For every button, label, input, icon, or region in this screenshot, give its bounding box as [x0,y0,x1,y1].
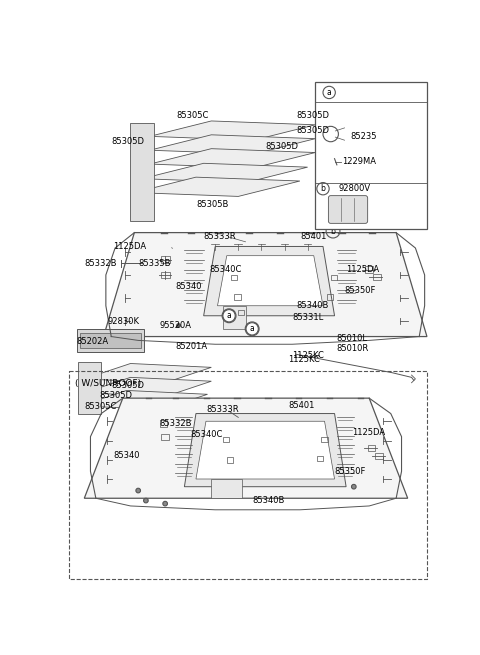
Bar [234,294,240,299]
Bar [315,83,427,229]
Text: 85305D: 85305D [296,126,329,136]
Bar [375,453,383,459]
Text: 1125KC: 1125KC [288,355,320,364]
Polygon shape [223,306,246,329]
Bar [317,456,323,461]
Text: 85305C: 85305C [84,402,117,411]
Text: 92800V: 92800V [338,184,371,193]
Polygon shape [134,177,300,196]
Bar [365,267,373,272]
Polygon shape [81,390,207,409]
Polygon shape [77,329,144,352]
Bar [331,275,337,280]
Text: 85305B: 85305B [196,200,228,208]
Bar [161,434,169,440]
Polygon shape [84,377,211,397]
Text: 1229MA: 1229MA [342,157,376,166]
Text: 85350F: 85350F [345,286,376,295]
Polygon shape [150,135,315,154]
Text: 92830K: 92830K [108,316,139,326]
Text: 85305C: 85305C [177,111,209,120]
Circle shape [246,323,258,335]
Polygon shape [78,362,101,413]
Text: 85340: 85340 [114,451,140,460]
Text: a: a [327,88,332,97]
Text: 85340C: 85340C [209,265,241,274]
Text: 85332B: 85332B [84,259,117,268]
Text: 85350F: 85350F [335,467,366,476]
Bar [327,294,333,299]
Bar [227,457,233,463]
Text: 85401: 85401 [300,232,326,241]
Circle shape [351,485,356,489]
Text: 1125DA: 1125DA [352,428,385,438]
Text: 85340: 85340 [175,282,202,291]
Polygon shape [184,413,346,487]
Circle shape [163,501,168,506]
Text: 95520A: 95520A [160,320,192,329]
Text: 1125DA: 1125DA [114,242,147,251]
Text: 85401: 85401 [288,402,315,410]
Bar [160,272,170,278]
Text: 1125KC: 1125KC [292,351,324,360]
Polygon shape [104,233,427,337]
Polygon shape [150,149,315,168]
Text: 1125DA: 1125DA [346,265,379,274]
Circle shape [144,498,148,503]
Circle shape [136,488,141,493]
Text: a: a [250,324,254,333]
Polygon shape [211,479,242,498]
Polygon shape [196,421,335,479]
Bar [160,257,170,263]
Circle shape [223,310,235,322]
Polygon shape [204,246,335,316]
Polygon shape [217,255,323,306]
Bar [238,310,244,315]
Bar [368,445,375,451]
FancyBboxPatch shape [328,196,368,223]
Text: 85305D: 85305D [111,381,144,390]
Bar [223,437,229,442]
Text: 85335B: 85335B [138,259,171,268]
Bar [160,421,168,426]
Text: 85331L: 85331L [292,313,324,322]
Polygon shape [84,398,408,498]
Bar [373,274,381,280]
Polygon shape [84,364,211,383]
Polygon shape [150,121,315,140]
Text: 85201A: 85201A [175,342,207,351]
Text: 85305D: 85305D [265,142,298,151]
Text: 85010L: 85010L [337,334,368,343]
Bar [322,437,328,442]
Text: 85235: 85235 [350,132,376,141]
Bar [230,275,237,280]
Text: 85305D: 85305D [100,391,132,400]
Text: 85333R: 85333R [204,232,236,241]
Text: 85340B: 85340B [296,301,328,310]
Text: ( W/SUNROOF): ( W/SUNROOF) [75,379,141,388]
Text: b: b [321,184,325,193]
Polygon shape [142,163,308,183]
Text: 85010R: 85010R [337,344,369,352]
Text: 85305D: 85305D [296,111,329,120]
Text: 85305D: 85305D [111,138,144,146]
Text: 85340B: 85340B [252,496,285,505]
Text: 85332B: 85332B [160,419,192,428]
Polygon shape [131,123,154,221]
Text: 85333R: 85333R [206,405,239,414]
Polygon shape [81,333,141,348]
Text: 85202A: 85202A [77,337,109,346]
Bar [69,371,427,579]
Text: 85340C: 85340C [191,430,223,439]
Text: a: a [227,311,231,320]
Text: b: b [331,227,336,236]
